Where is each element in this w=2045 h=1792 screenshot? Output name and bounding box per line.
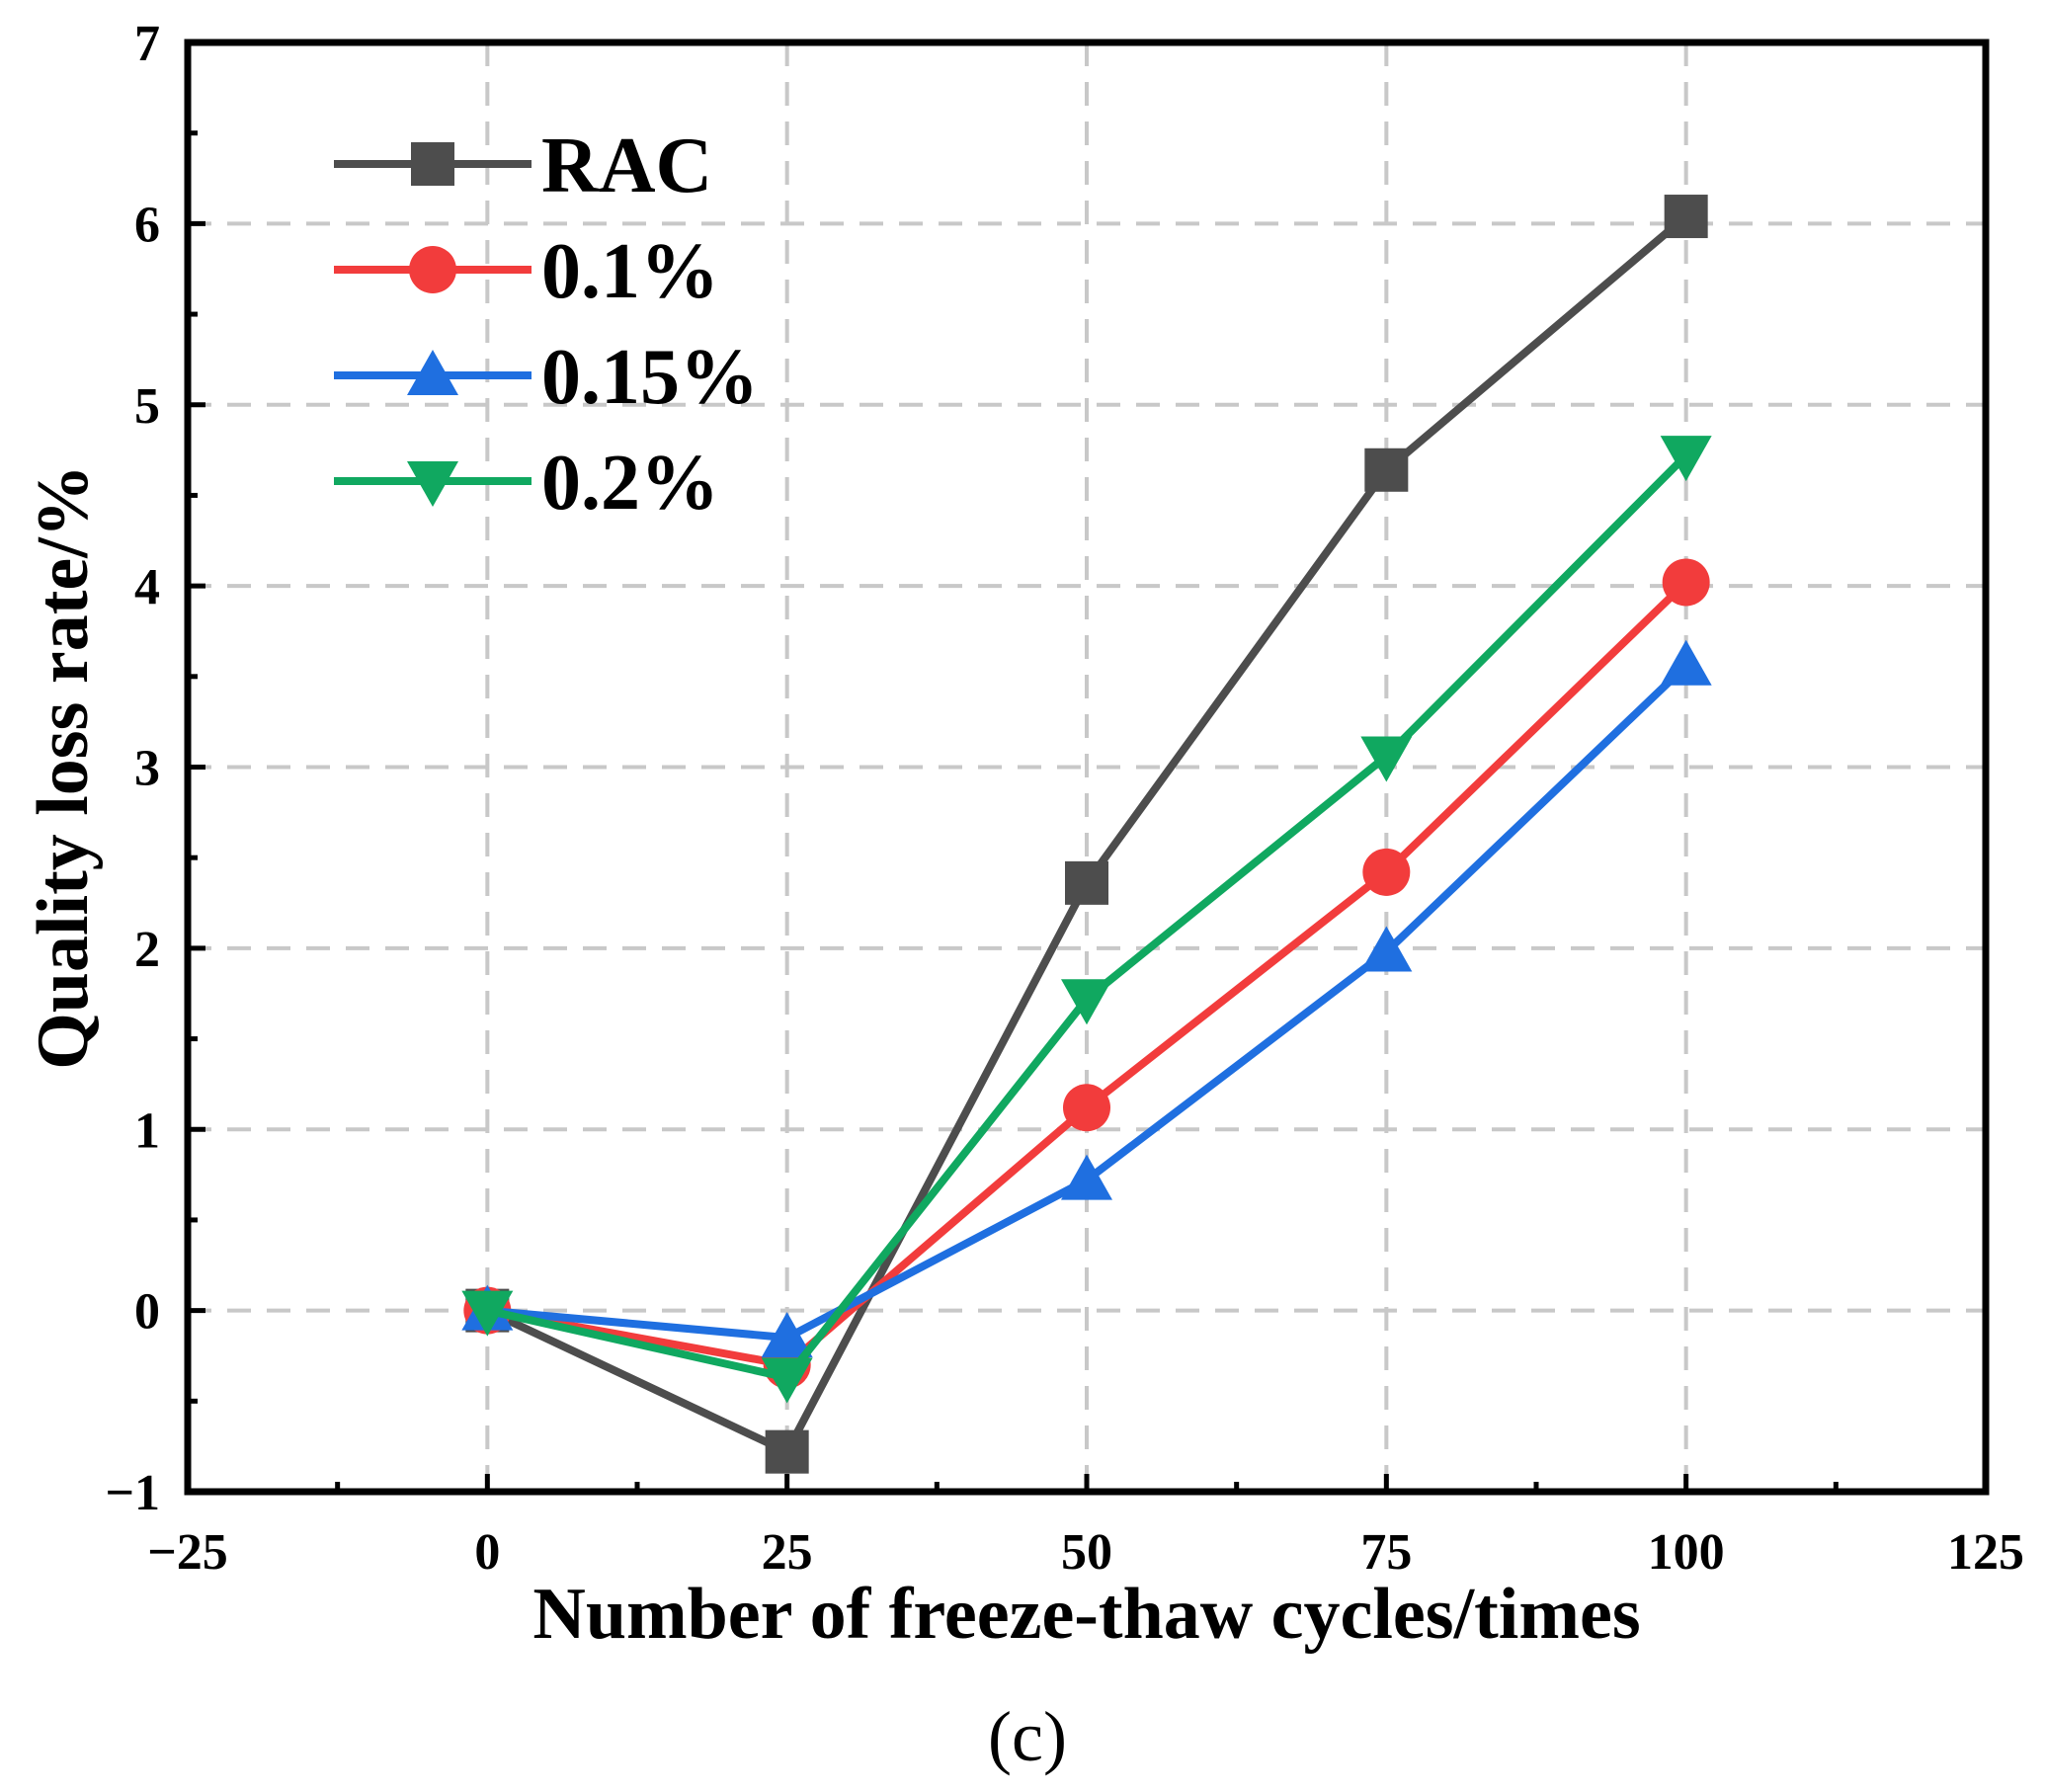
- data-point: [1061, 1154, 1112, 1200]
- legend-item: 0.15%: [334, 334, 759, 421]
- data-point: [1360, 926, 1413, 972]
- legend-marker: [409, 246, 456, 293]
- data-point: [1364, 448, 1409, 492]
- plot-series: [461, 195, 1712, 1474]
- legend-label: 0.2%: [541, 440, 719, 527]
- x-tick-label: 125: [1947, 1524, 2024, 1581]
- x-tick-label: −25: [147, 1524, 228, 1581]
- data-point: [1065, 860, 1108, 905]
- y-tick-label: −1: [105, 1465, 160, 1521]
- x-tick-label: 100: [1648, 1524, 1725, 1581]
- legend-marker: [411, 142, 454, 186]
- x-tick-label: 25: [762, 1524, 813, 1581]
- figure-caption: (c): [988, 1697, 1067, 1776]
- legend: RAC 0.1% 0.15% 0.2%: [334, 122, 759, 527]
- data-point: [1662, 558, 1710, 607]
- legend-item: RAC: [334, 122, 712, 209]
- data-point: [1664, 195, 1708, 239]
- data-point: [1360, 736, 1413, 782]
- legend-label: 0.15%: [541, 334, 759, 421]
- x-tick-label: 50: [1061, 1524, 1112, 1581]
- data-point: [461, 1290, 514, 1337]
- data-point: [1063, 1084, 1110, 1132]
- data-point: [765, 1429, 809, 1474]
- data-point: [1362, 848, 1411, 896]
- y-tick-label: 1: [134, 1102, 160, 1159]
- y-tick-label: 3: [134, 741, 160, 797]
- y-tick-label: 6: [134, 197, 160, 253]
- data-point: [1660, 436, 1712, 482]
- y-tick-label: 5: [134, 378, 160, 435]
- y-tick-label: 7: [134, 16, 160, 72]
- x-tick-label: 0: [474, 1524, 500, 1581]
- series-0.2%: [461, 436, 1712, 1404]
- data-point: [761, 1357, 813, 1404]
- y-axis-title: Quality loss rate/%: [23, 464, 104, 1070]
- axis-ticks: −25 0 25 50 75 100 125 −1 0 1 2 3 4 5 6 7: [105, 16, 2024, 1581]
- data-point: [761, 1312, 813, 1358]
- y-tick-label: 0: [134, 1284, 160, 1341]
- data-point: [1660, 639, 1712, 686]
- legend-marker: [407, 461, 458, 507]
- data-point: [1061, 979, 1112, 1025]
- legend-label: RAC: [541, 122, 712, 209]
- y-tick-label: 2: [134, 922, 160, 978]
- x-tick-label: 75: [1360, 1524, 1412, 1581]
- series-0.15%: [461, 639, 1712, 1358]
- legend-marker: [407, 350, 458, 395]
- legend-item: 0.2%: [334, 440, 719, 527]
- legend-label: 0.1%: [541, 228, 719, 315]
- y-tick-label: 4: [134, 559, 160, 615]
- legend-item: 0.1%: [334, 228, 719, 315]
- x-axis-title: Number of freeze-thaw cycles/times: [532, 1574, 1640, 1655]
- grid: [188, 42, 1986, 1492]
